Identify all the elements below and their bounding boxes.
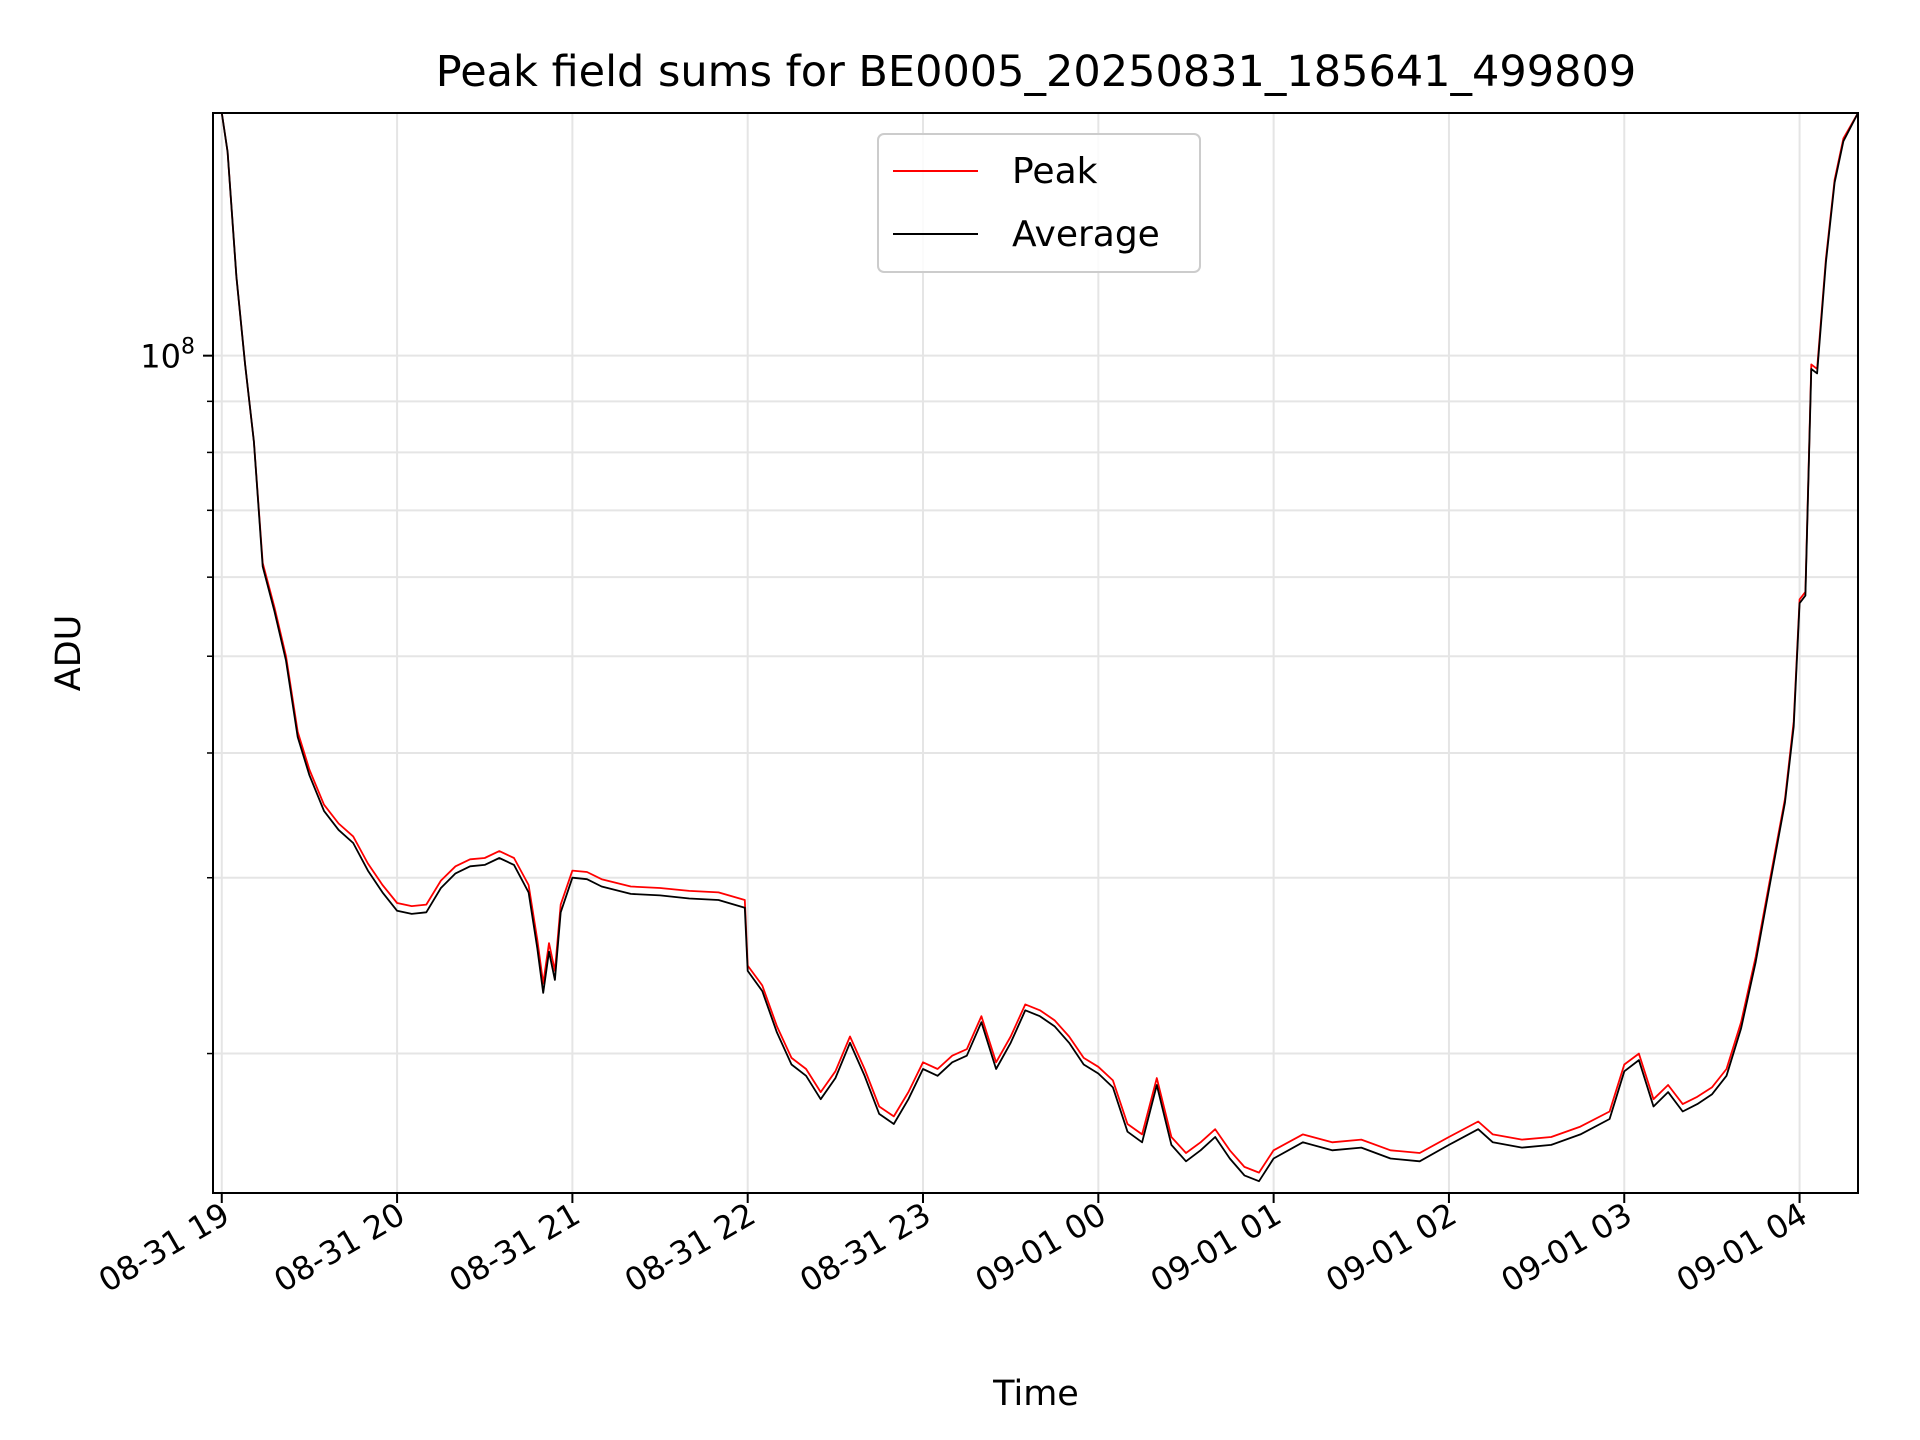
series-line-peak xyxy=(220,112,1859,1174)
grid xyxy=(213,113,1858,1193)
x-axis-label: Time xyxy=(992,1374,1079,1414)
series-line-average xyxy=(220,112,1859,1183)
legend-label-average: Average xyxy=(1012,214,1160,255)
y-axis-label: ADU xyxy=(49,615,89,692)
chart-title: Peak field sums for BE0005_20250831_1856… xyxy=(436,47,1636,97)
series-lines xyxy=(220,112,1859,1183)
legend-label-peak: Peak xyxy=(1012,151,1098,192)
y-axis-ticks: 108 xyxy=(140,335,213,1055)
legend-box xyxy=(877,133,1201,273)
y-tick-label: 108 xyxy=(140,335,195,376)
legend: Peak Average xyxy=(877,133,1201,273)
plot-frame xyxy=(212,112,1859,1194)
